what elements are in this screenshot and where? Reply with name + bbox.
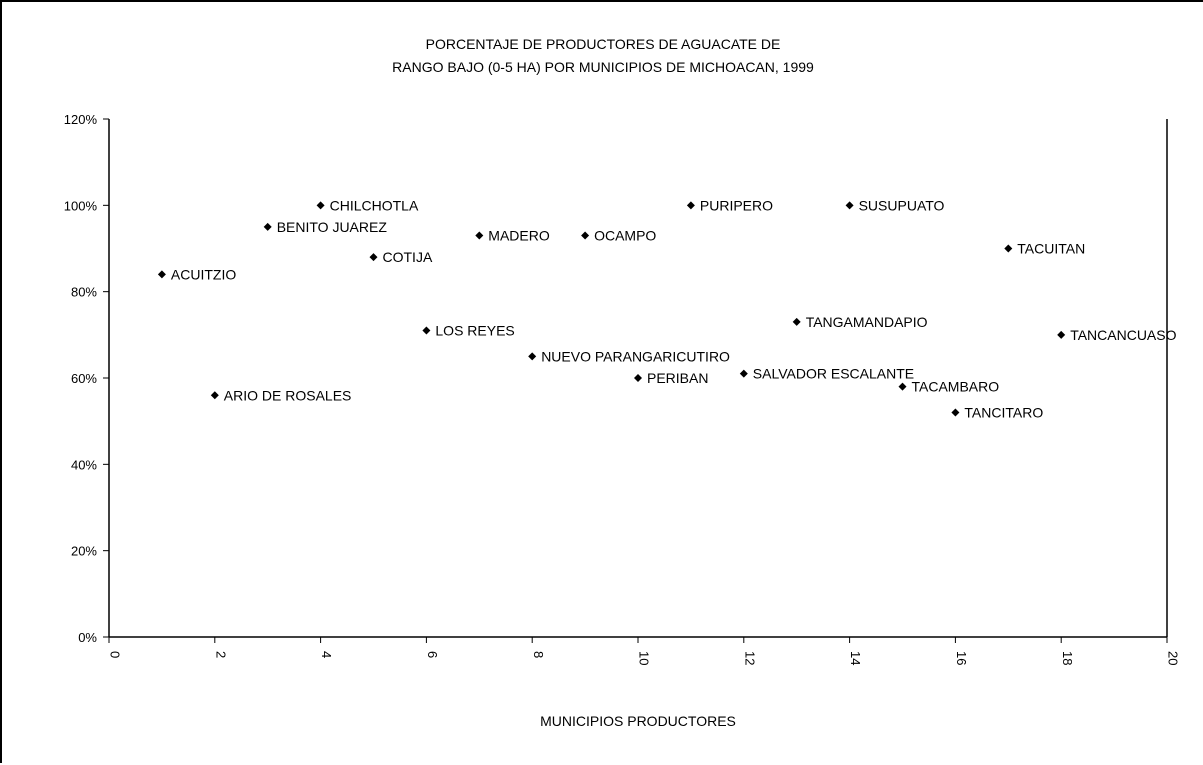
x-tick-label: 14: [848, 651, 863, 665]
point-label: ACUITZIO: [171, 266, 236, 282]
x-tick-label: 8: [531, 651, 546, 658]
point-marker: [316, 201, 325, 210]
x-ticks: 0 2 4 6 8 10 12 14 16 18 20: [108, 637, 1181, 665]
point-marker: [686, 201, 695, 210]
y-tick-label: 80%: [71, 285, 97, 300]
point-marker: [528, 352, 537, 361]
data-point: PERIBAN: [634, 370, 708, 386]
point-label: SUSUPUATO: [859, 197, 945, 213]
point-marker: [898, 382, 907, 391]
point-marker: [1057, 330, 1066, 339]
data-point: TANCANCUASO: [1057, 327, 1177, 343]
data-point: SUSUPUATO: [845, 197, 945, 213]
point-label: LOS REYES: [435, 323, 514, 339]
point-marker: [369, 253, 378, 262]
point-marker: [951, 408, 960, 417]
point-label: TANGAMANDAPIO: [806, 314, 928, 330]
chart-title: PORCENTAJE DE PRODUCTORES DE AGUACATE DE…: [392, 36, 814, 75]
data-point: PURIPERO: [686, 197, 773, 213]
point-label: SALVADOR ESCALANTE: [753, 366, 914, 382]
data-point: CHILCHOTLA: [316, 197, 419, 213]
point-marker: [792, 317, 801, 326]
point-label: MADERO: [488, 228, 550, 244]
y-tick-label: 20%: [71, 544, 97, 559]
data-point: COTIJA: [369, 249, 433, 265]
y-tick-label: 100%: [64, 198, 98, 213]
x-axis-label: MUNICIPIOS PRODUCTORES: [540, 713, 736, 729]
point-label: COTIJA: [383, 249, 433, 265]
data-point: ACUITZIO: [157, 266, 236, 282]
data-point: OCAMPO: [581, 228, 656, 244]
data-point: NUEVO PARANGARICUTIRO: [528, 348, 730, 364]
point-label: CHILCHOTLA: [330, 197, 419, 213]
point-label: BENITO JUAREZ: [277, 219, 388, 235]
point-marker: [210, 391, 219, 400]
point-label: TANCITARO: [964, 405, 1043, 421]
x-tick-label: 2: [213, 651, 228, 658]
point-label: PURIPERO: [700, 197, 773, 213]
point-label: ARIO DE ROSALES: [224, 387, 352, 403]
y-tick-label: 60%: [71, 371, 97, 386]
point-marker: [475, 231, 484, 240]
data-point: ARIO DE ROSALES: [210, 387, 352, 403]
data-points: ACUITZIO ARIO DE ROSALES BENITO JUAREZ CHIL…: [157, 197, 1177, 421]
x-tick-label: 6: [425, 651, 440, 658]
x-tick-label: 18: [1060, 651, 1075, 665]
y-tick-label: 40%: [71, 457, 97, 472]
y-tick-label: 0%: [78, 630, 97, 645]
data-point: SALVADOR ESCALANTE: [739, 366, 914, 382]
data-point: TANGAMANDAPIO: [792, 314, 928, 330]
data-point: MADERO: [475, 228, 550, 244]
point-marker: [157, 270, 166, 279]
point-label: TACAMBARO: [912, 379, 1000, 395]
data-point: TANCITARO: [951, 405, 1043, 421]
chart-title-line-1: PORCENTAJE DE PRODUCTORES DE AGUACATE DE: [426, 36, 781, 52]
point-label: NUEVO PARANGARICUTIRO: [541, 348, 730, 364]
x-tick-label: 12: [742, 651, 757, 665]
point-marker: [634, 374, 642, 382]
point-marker: [1004, 244, 1013, 253]
point-label: TACUITAN: [1017, 241, 1085, 257]
point-marker: [739, 369, 748, 378]
point-marker: [581, 231, 590, 240]
data-point: TACUITAN: [1004, 241, 1085, 257]
x-tick-label: 4: [319, 651, 334, 658]
point-marker: [263, 222, 272, 231]
point-label: PERIBAN: [647, 370, 708, 386]
x-tick-label: 16: [954, 651, 969, 665]
x-tick-label: 0: [108, 651, 123, 658]
chart-title-line-2: RANGO BAJO (0-5 HA) POR MUNICIPIOS DE MI…: [392, 59, 814, 75]
point-label: TANCANCUASO: [1070, 327, 1176, 343]
data-point: TACAMBARO: [898, 379, 1000, 395]
data-point: BENITO JUAREZ: [263, 219, 388, 235]
x-tick-label: 10: [637, 651, 652, 665]
data-point: LOS REYES: [422, 323, 515, 339]
y-tick-label: 120%: [64, 112, 98, 127]
x-tick-label: 20: [1166, 651, 1181, 665]
point-marker: [845, 201, 854, 210]
y-ticks: 0% 20% 40% 60% 80% 100% 120%: [64, 112, 109, 645]
point-label: OCAMPO: [594, 228, 656, 244]
point-marker: [422, 326, 431, 335]
